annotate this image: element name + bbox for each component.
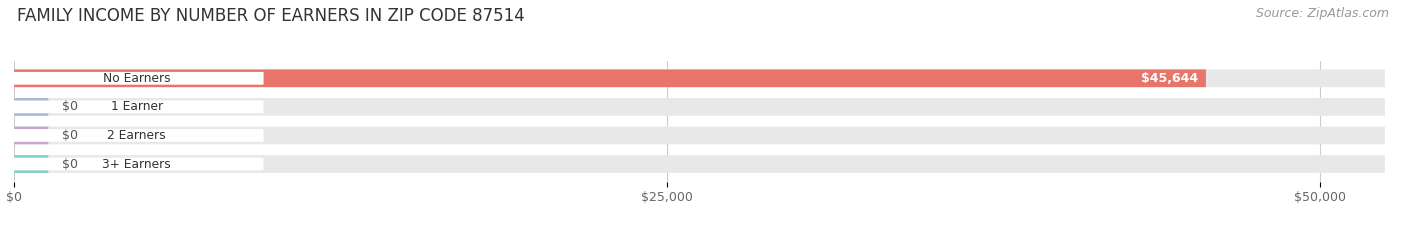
FancyBboxPatch shape xyxy=(10,129,263,142)
Text: Source: ZipAtlas.com: Source: ZipAtlas.com xyxy=(1256,7,1389,20)
Text: $0: $0 xyxy=(62,158,79,171)
FancyBboxPatch shape xyxy=(14,98,1385,116)
Text: 3+ Earners: 3+ Earners xyxy=(103,158,172,171)
Text: No Earners: No Earners xyxy=(103,72,170,85)
FancyBboxPatch shape xyxy=(10,100,263,113)
FancyBboxPatch shape xyxy=(10,158,263,170)
FancyBboxPatch shape xyxy=(14,98,48,116)
FancyBboxPatch shape xyxy=(14,155,1385,173)
Text: FAMILY INCOME BY NUMBER OF EARNERS IN ZIP CODE 87514: FAMILY INCOME BY NUMBER OF EARNERS IN ZI… xyxy=(17,7,524,25)
FancyBboxPatch shape xyxy=(14,127,1385,144)
FancyBboxPatch shape xyxy=(14,127,48,144)
Text: 1 Earner: 1 Earner xyxy=(111,100,163,113)
FancyBboxPatch shape xyxy=(14,155,48,173)
Text: $0: $0 xyxy=(62,129,79,142)
Text: 2 Earners: 2 Earners xyxy=(107,129,166,142)
Text: $0: $0 xyxy=(62,100,79,113)
FancyBboxPatch shape xyxy=(14,69,1206,87)
FancyBboxPatch shape xyxy=(14,69,1385,87)
FancyBboxPatch shape xyxy=(10,72,263,85)
Text: $45,644: $45,644 xyxy=(1140,72,1198,85)
